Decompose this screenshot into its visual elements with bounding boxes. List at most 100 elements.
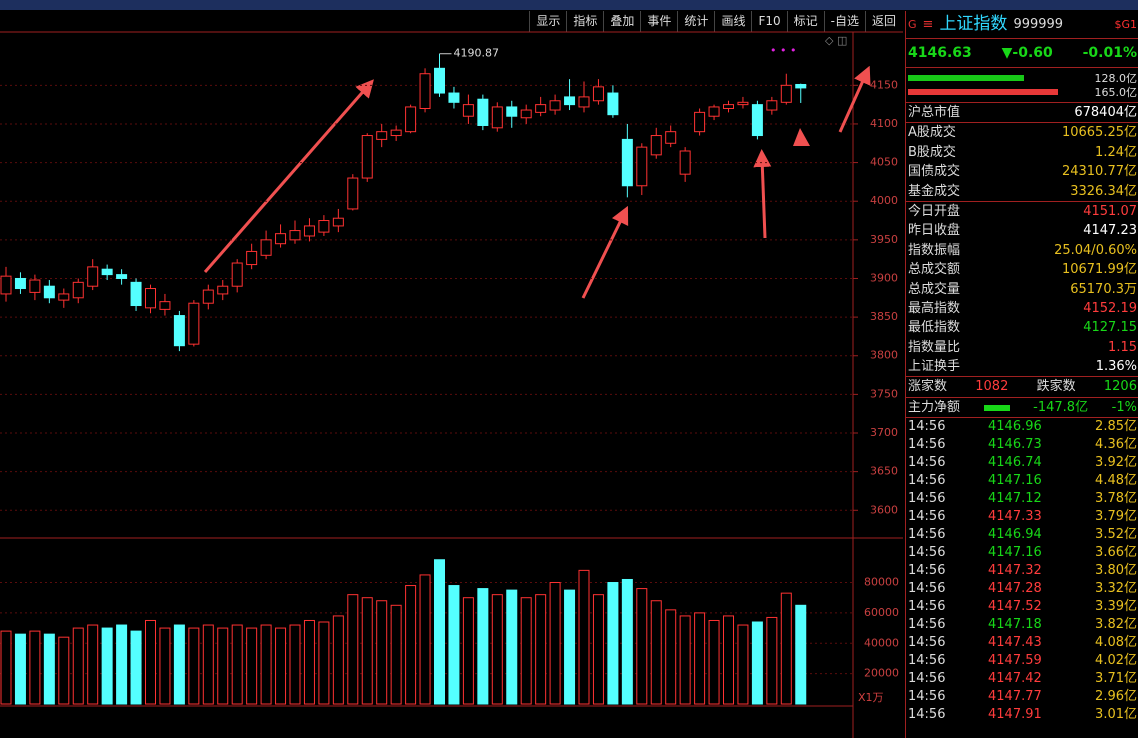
flow-bars: 128.0亿 165.0亿 [906,68,1138,103]
menu-icon[interactable]: ≡ [922,17,934,32]
value: -147.8亿 [1033,399,1089,415]
volume-bar [390,604,402,705]
volume-bar [592,594,604,705]
candle-body [448,92,460,103]
toolbar-button[interactable]: 叠加 [603,11,640,32]
stat-value: 25.04/0.60% [1054,242,1137,258]
annotation-arrows [203,65,871,299]
tick-price: 4146.96 [988,419,1042,435]
candle-body [231,262,243,287]
panel-header: G ≡ 上证指数 999999 $G1 [906,11,1138,39]
tick-row: 14:56 4147.42 3.71亿 [906,670,1138,688]
tick-row: 14:56 4146.74 3.92亿 [906,454,1138,472]
value: 1206 [1103,379,1137,395]
tick-row: 14:56 4146.73 4.36亿 [906,436,1138,454]
stat-row: B股成交 1.24亿 [906,143,1138,162]
volume-bar [87,624,99,705]
tick-price: 4146.73 [988,437,1042,453]
tick-volume: 3.39亿 [1095,599,1137,615]
volume-bar [491,594,503,705]
volume-bar [621,578,633,705]
vol-tick-label: 60000 [864,606,899,619]
candle-body [549,100,561,111]
vol-tick-label: 80000 [864,576,899,589]
tick-volume: 4.36亿 [1095,437,1137,453]
tick-time: 14:56 [908,437,946,453]
tick-row: 14:56 4147.16 4.48亿 [906,472,1138,490]
tick-volume: 3.79亿 [1095,509,1137,525]
tick-time: 14:56 [908,707,946,723]
marker-dots: • • • [770,44,796,57]
vol-tick-label: 40000 [864,636,899,649]
candle-body [275,233,287,245]
candle-body [694,111,706,133]
volume-bar [260,624,272,705]
volume-bar [723,615,734,705]
value: 1082 [975,379,1009,395]
stat-value: 4147.23 [1083,223,1137,239]
stat-value: 65170.3万 [1070,281,1137,297]
candle-body [246,250,258,266]
index-code: 999999 [1013,17,1064,32]
candle-body [188,302,200,345]
volume-bar [14,633,26,705]
tick-price: 4147.91 [988,707,1042,723]
tick-row: 14:56 4147.33 3.79亿 [906,508,1138,526]
toolbar: 显示 指标 叠加 事件 统计 画线 F10 标记 -自选 返回 [529,11,902,32]
stat-group: 今日开盘 4151.07 昨日收盘 4147.23 指数振幅 25.04/0.60% 总成交… [906,202,1138,378]
stat-label: 基金成交 [908,183,961,199]
volume-bar [607,582,619,705]
candle-body [708,106,720,117]
toolbar-button[interactable]: 统计 [677,11,714,32]
volume-bar [0,630,12,705]
tick-row: 14:56 4147.18 3.82亿 [906,616,1138,634]
candle-body [72,281,84,299]
volume-bar [130,630,142,705]
tick-time: 14:56 [908,509,946,525]
tick-price: 4146.94 [988,527,1042,543]
label: 涨家数 [908,379,948,395]
stat-group: A股成交 10665.25亿 B股成交 1.24亿 国债成交 24310.77亿 基金成交 3… [906,123,1138,202]
volume-bar [665,609,677,705]
tick-volume: 3.32亿 [1095,581,1137,597]
y-tick-label: 3950 [870,233,898,246]
toolbar-button[interactable]: 返回 [864,11,902,32]
tick-volume: 3.52亿 [1095,527,1137,543]
stat-label: 今日开盘 [908,203,961,219]
volume-bar [289,624,301,705]
tick-price: 4147.32 [988,563,1042,579]
y-tick-label: 4000 [870,194,898,207]
toolbar-button[interactable]: 标记 [786,11,824,32]
breadth-row: 涨家数 1082 跌家数 1206 [906,377,1138,398]
change: ▼-0.60 [1001,45,1053,61]
toolbar-button[interactable]: F10 [751,11,786,32]
tick-volume: 3.80亿 [1095,563,1137,579]
tick-time: 14:56 [908,563,946,579]
tick-price: 4147.52 [988,599,1042,615]
stat-label: 昨日收盘 [908,223,961,239]
candle-body [477,98,489,126]
tick-price: 4147.43 [988,635,1042,651]
toolbar-button[interactable]: 画线 [714,11,751,32]
candle-body [650,135,662,156]
volume-bar [332,615,344,705]
tick-volume: 3.82亿 [1095,617,1137,633]
volume-bar [448,585,460,705]
tick-time: 14:56 [908,473,946,489]
toolbar-button[interactable]: 指标 [566,11,603,32]
stat-row: 最高指数 4152.19 [906,299,1138,318]
stat-label: 最低指数 [908,320,961,336]
volume-bar [751,621,763,705]
candle-body [303,225,315,237]
candle-body [260,239,272,256]
toolbar-button[interactable]: 事件 [640,11,677,32]
stat-row: 总成交额 10671.99亿 [906,260,1138,279]
tick-row: 14:56 4147.52 3.39亿 [906,598,1138,616]
candle-body [592,86,604,102]
toolbar-button[interactable]: 显示 [529,11,566,32]
tick-row: 14:56 4147.77 2.96亿 [906,688,1138,706]
volume-bar [434,559,445,705]
tick-price: 4147.42 [988,671,1042,687]
toolbar-button[interactable]: -自选 [823,11,865,32]
candle-body [795,83,807,89]
